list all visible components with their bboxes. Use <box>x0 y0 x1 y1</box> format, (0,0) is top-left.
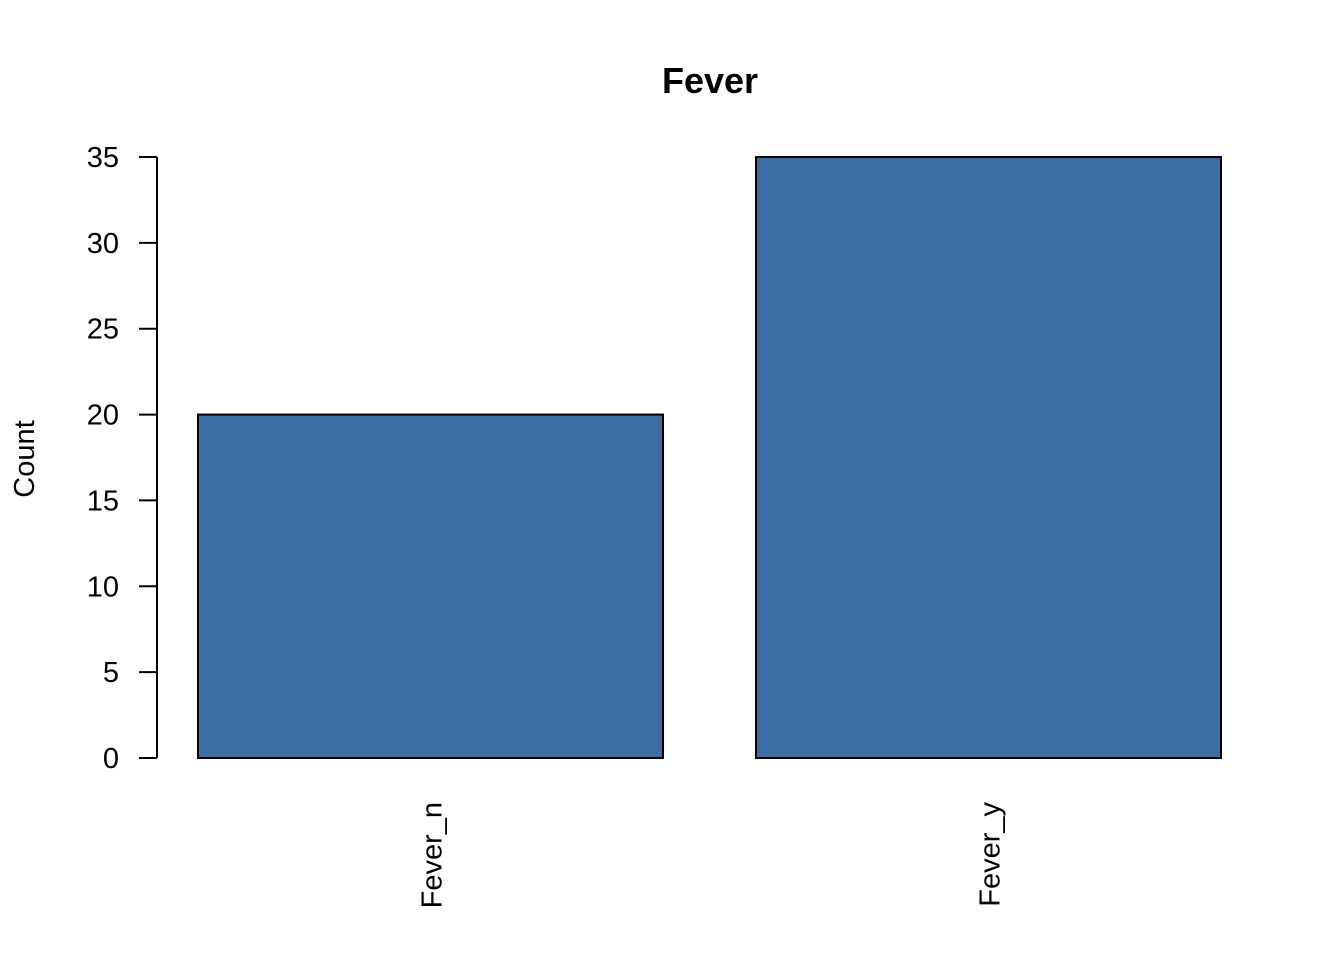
y-tick-label: 25 <box>87 314 119 346</box>
x-tick-label: Fever_n <box>417 802 449 908</box>
y-tick-label: 35 <box>87 142 119 174</box>
x-tick-label: Fever_y <box>975 802 1007 907</box>
y-tick-label: 20 <box>87 400 119 432</box>
bars-group <box>197 156 1222 759</box>
x-axis-tick-labels: Fever_n Fever_y <box>417 802 1007 909</box>
y-tick-label: 30 <box>87 228 119 260</box>
y-tick-label: 15 <box>87 485 119 517</box>
chart-title: Fever <box>662 60 758 101</box>
bar-fever-n <box>197 413 664 759</box>
y-tick-label: 0 <box>103 743 119 775</box>
bar-fever-y <box>755 156 1222 759</box>
y-axis-label: Count <box>9 420 41 497</box>
y-tick-label: 5 <box>103 657 119 689</box>
y-axis-ticks: 0 5 10 15 20 25 30 35 <box>87 142 157 775</box>
y-tick-label: 10 <box>87 571 119 603</box>
